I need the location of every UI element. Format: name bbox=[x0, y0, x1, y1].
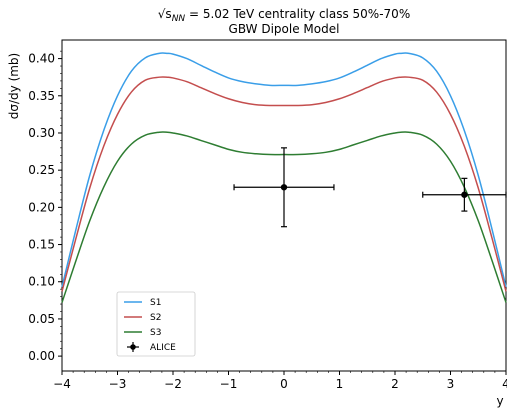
x-tick-label: −3 bbox=[109, 377, 127, 391]
series-line-s2 bbox=[61, 76, 507, 292]
series-line-s1 bbox=[61, 52, 507, 288]
legend-label-s1: S1 bbox=[150, 298, 161, 308]
x-tick-label: −1 bbox=[220, 377, 238, 391]
alice-point bbox=[233, 147, 335, 228]
x-tick-label: 1 bbox=[336, 377, 344, 391]
title-prefix: √s bbox=[158, 7, 172, 21]
y-tick-label: 0.30 bbox=[28, 126, 55, 140]
x-tick-label: 2 bbox=[391, 377, 399, 391]
y-tick-label: 0.25 bbox=[28, 163, 55, 177]
y-tick-label: 0.05 bbox=[28, 312, 55, 326]
legend-label-s2: S2 bbox=[150, 313, 161, 323]
title-rest: = 5.02 TeV centrality class 50%-70% bbox=[185, 7, 410, 21]
alice-point bbox=[422, 177, 507, 212]
y-tick-label: 0.15 bbox=[28, 238, 55, 252]
y-tick-label: 0.40 bbox=[28, 52, 55, 66]
y-tick-label: 0.00 bbox=[28, 349, 55, 363]
x-tick-label: −2 bbox=[164, 377, 182, 391]
legend: S1 S2 S3 ALICE bbox=[116, 291, 196, 357]
chart-title: √sNN = 5.02 TeV centrality class 50%-70% bbox=[158, 7, 410, 24]
legend-label-s3: S3 bbox=[150, 328, 161, 338]
alice-marker bbox=[280, 184, 288, 191]
legend-label-alice: ALICE bbox=[150, 343, 176, 353]
alice-points bbox=[233, 147, 507, 228]
y-tick-label: 0.35 bbox=[28, 89, 55, 103]
legend-swatch-alice bbox=[127, 342, 139, 352]
chart-subtitle: GBW Dipole Model bbox=[229, 22, 340, 36]
y-tick-label: 0.10 bbox=[28, 275, 55, 289]
y-axis-label: dσ/dy (mb) bbox=[7, 53, 21, 119]
y-tick-label: 0.20 bbox=[28, 200, 55, 214]
x-tick-label: 4 bbox=[502, 377, 507, 391]
x-axis-label: y bbox=[496, 394, 503, 408]
x-tick-label: 0 bbox=[280, 377, 288, 391]
title-subscript: NN bbox=[172, 14, 186, 24]
axis-ticks: −4 −3 −2 −1 0 1 2 3 4 0.00 0.05 0.10 0.15 0.20 0.25 0.3… bbox=[28, 50, 507, 391]
legend-alice-marker bbox=[130, 344, 136, 350]
alice-marker bbox=[461, 191, 468, 198]
legend-box bbox=[116, 291, 196, 357]
x-tick-label: 3 bbox=[447, 377, 455, 391]
x-tick-label: −4 bbox=[53, 377, 71, 391]
